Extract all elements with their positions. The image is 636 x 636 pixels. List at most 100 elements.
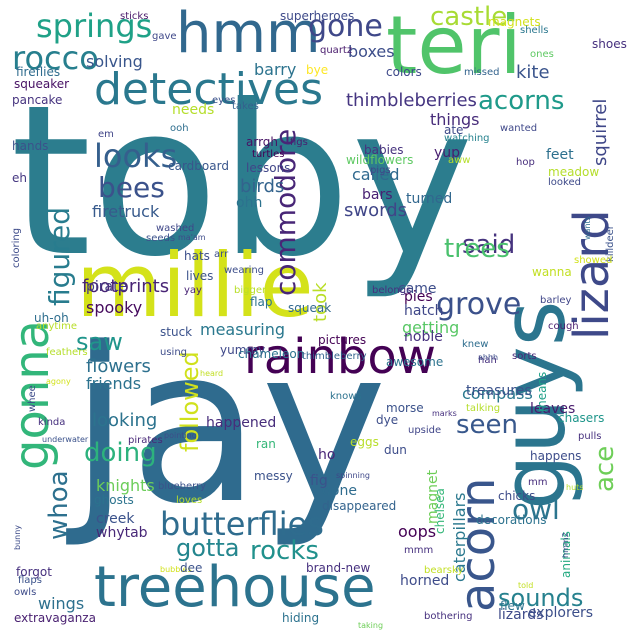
word-owls: extravaganza xyxy=(14,611,96,625)
word-talking: talking xyxy=(466,403,501,414)
word-called: called xyxy=(352,165,400,184)
word-quartz: quartz xyxy=(320,45,353,56)
word-figured: figured xyxy=(43,206,76,306)
word-needs: needs xyxy=(172,102,215,118)
word-wings: wings xyxy=(38,594,85,613)
word-turtles: turtles xyxy=(252,149,285,160)
word-feathers: feathers xyxy=(46,347,88,358)
word-chameleon: chameleon xyxy=(238,347,305,361)
word-mmm: bearsky xyxy=(424,565,464,576)
word-bye: bye xyxy=(306,63,329,77)
word-ahhh: ahhh xyxy=(478,353,499,362)
word-yup: yup xyxy=(434,145,461,161)
word-happens: happens xyxy=(530,449,582,463)
word-lessons: lessons xyxy=(246,161,291,175)
word-fig: fig xyxy=(310,473,328,489)
word-seeds: seeds xyxy=(146,233,176,244)
word-magnets: magnets xyxy=(488,15,541,29)
word-brand-new: hiding xyxy=(282,611,320,625)
word-rocco: rocco xyxy=(12,39,99,77)
word-butterflies: butterflies xyxy=(160,505,324,543)
word-wildflowers: wildflowers xyxy=(346,153,414,167)
word-meadow: meadow xyxy=(548,165,600,179)
word-uh-oh: uh-oh xyxy=(34,311,69,325)
word-eh: eh xyxy=(12,171,27,185)
word-turned: turned xyxy=(406,191,453,207)
word-birds: birds xyxy=(240,176,285,197)
word-thimbleberries: thimbleberries xyxy=(346,90,477,111)
word-chelsea: chelsea xyxy=(433,488,447,534)
word-cough: cough xyxy=(548,321,579,332)
word-coloring: coloring xyxy=(11,227,22,268)
word-underwater: underwater xyxy=(42,435,89,444)
word-wants: wants xyxy=(583,216,592,240)
word-saw: saw xyxy=(76,328,123,356)
word-fireflies: fireflies xyxy=(16,65,61,79)
word-ohh: ohh xyxy=(236,195,263,211)
word-aww: aww xyxy=(448,155,471,166)
word-ate: ate xyxy=(444,123,464,137)
word-gotta: gotta xyxy=(176,534,240,562)
word-thimbleberry: thimbleberry xyxy=(302,351,367,362)
word-blueberry: blueberry xyxy=(158,481,207,492)
word-dee: owls xyxy=(14,587,37,598)
word-looked: looked xyxy=(548,177,581,188)
word-marks: marks xyxy=(432,409,457,418)
word-seen: seen xyxy=(456,410,519,440)
word-flew: flew xyxy=(500,599,525,613)
word-knew: knew xyxy=(462,339,489,350)
word-babies: babies xyxy=(364,143,404,157)
word-eyes: eyes xyxy=(212,95,236,106)
word-showed: showed xyxy=(574,255,613,266)
word-grove: grove xyxy=(436,287,522,322)
word-rainbow: rainbow xyxy=(244,329,436,385)
word-springs: springs xyxy=(36,7,153,45)
word-squeaker: squeaker xyxy=(14,77,70,91)
word-messy: messy xyxy=(254,469,293,483)
word-hats: hats xyxy=(184,249,210,263)
word-solving: solving xyxy=(86,52,143,71)
word-yay: yay xyxy=(184,285,202,296)
word-wearing: wearing xyxy=(224,265,265,276)
word-ma'am: ma'am xyxy=(178,233,206,242)
word-ace: ace xyxy=(590,445,620,492)
word-ho: ho xyxy=(318,447,336,463)
word-bubbles: dee xyxy=(180,561,203,575)
word-chicks: bunny xyxy=(13,524,22,550)
word-anytime: anytime xyxy=(36,321,77,332)
word-jay: jay xyxy=(70,302,388,551)
word-pointing: pointing xyxy=(164,431,197,440)
word-spooky: spooky xyxy=(86,298,143,317)
word-extravaganza: brand-new xyxy=(306,561,371,575)
word-rocks: rocks xyxy=(250,536,319,566)
word-knows: knows xyxy=(330,391,362,402)
word-firetruck: firetruck xyxy=(92,202,160,221)
word-missed: missed xyxy=(464,67,500,78)
word-flap: flap xyxy=(250,295,273,309)
word-takes: takes xyxy=(232,101,259,112)
word-getting: getting xyxy=(402,318,460,337)
word-upside: upside xyxy=(408,425,442,436)
word-pigs: pigs xyxy=(370,165,391,176)
word-happened: happened xyxy=(206,415,277,431)
word-loves: loves xyxy=(176,495,203,506)
word-castle: castle xyxy=(430,2,508,32)
word-came: came xyxy=(398,281,437,297)
word-knights: knights xyxy=(96,476,155,495)
word-pirate: pirate xyxy=(86,279,128,295)
word-bothering: taking xyxy=(358,621,384,630)
word-pirates: pirates xyxy=(128,435,163,446)
word-pies: pies xyxy=(404,289,433,305)
word-colors: colors xyxy=(386,65,422,79)
word-hatch: hatch xyxy=(404,303,444,319)
word-bunny: forgot xyxy=(16,565,52,579)
word-toby: toby xyxy=(10,61,474,303)
word-pulls: pulls xyxy=(578,431,602,442)
word-spinning: spinning xyxy=(336,471,370,480)
word-millie: millie xyxy=(76,234,314,337)
word-squirrel: squirrel xyxy=(590,98,611,166)
word-barry: barry xyxy=(254,60,297,79)
word-disappeared: disappeared xyxy=(322,499,397,513)
word-explorer: chicks xyxy=(498,489,536,503)
word-sticks: sticks xyxy=(120,11,149,22)
